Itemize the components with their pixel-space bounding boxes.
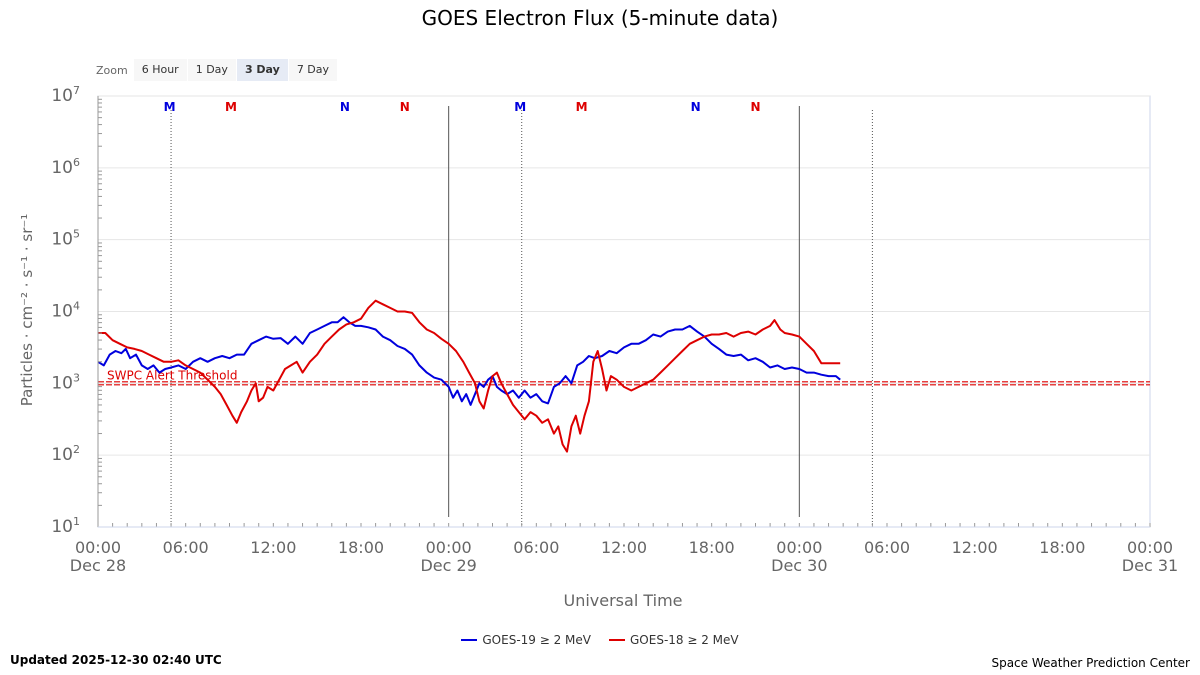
x-tick-label: 18:00 (338, 538, 384, 557)
updated-timestamp: Updated 2025-12-30 02:40 UTC (10, 653, 222, 667)
zoom-6-hour-button[interactable]: 6 Hour (133, 59, 187, 81)
marker-n-goes19: N (691, 100, 701, 114)
x-tick-label: 00:00 (1127, 538, 1173, 557)
marker-n-goes18: N (400, 100, 410, 114)
x-tick-label: 00:00 (75, 538, 121, 557)
grid (97, 95, 1151, 528)
y-tick-label: 106 (51, 156, 80, 178)
legend-label-goes18: GOES-18 ≥ 2 MeV (630, 633, 739, 647)
series-lines (97, 299, 841, 453)
zoom-bar: Zoom 6 Hour 1 Day 3 Day 7 Day (96, 59, 338, 81)
y-tick-label: 102 (51, 443, 80, 465)
marker-n-goes18: N (750, 100, 760, 114)
x-tick-label: 00:00 (776, 538, 822, 557)
x-tick-date-label: Dec 28 (70, 556, 126, 575)
marker-m-goes19: M (514, 100, 526, 114)
marker-m-goes19: M (164, 100, 176, 114)
zoom-7-day-button[interactable]: 7 Day (288, 59, 338, 81)
x-tick-label: 12:00 (952, 538, 998, 557)
x-tick-label: 00:00 (426, 538, 472, 557)
y-axis-title: Particles · cm⁻² · s⁻¹ · sr⁻¹ (18, 214, 36, 407)
marker-n-goes19: N (340, 100, 350, 114)
legend-swatch-goes18 (609, 639, 625, 641)
y-tick-label: 107 (51, 84, 80, 106)
x-axis-title: Universal Time (563, 591, 682, 610)
marker-m-goes18: M (576, 100, 588, 114)
credit-text: Space Weather Prediction Center (991, 656, 1190, 670)
alert-threshold: SWPC Alert Threshold (98, 368, 1150, 386)
legend-item-goes19[interactable]: GOES-19 ≥ 2 MeV (461, 633, 591, 647)
zoom-3-day-button[interactable]: 3 Day (236, 59, 288, 81)
y-tick-label: 105 (51, 228, 80, 250)
y-tick-label: 103 (51, 371, 80, 393)
x-tick-label: 12:00 (250, 538, 296, 557)
zoom-1-day-button[interactable]: 1 Day (187, 59, 236, 81)
x-tick-label: 12:00 (601, 538, 647, 557)
x-tick-label: 06:00 (513, 538, 559, 557)
chart-plot: SWPC Alert Threshold M M N N M M N N 101 102 103 1… (18, 84, 1178, 610)
x-tick-label: 18:00 (689, 538, 735, 557)
reference-lines (170, 106, 873, 527)
legend: GOES-19 ≥ 2 MeV GOES-18 ≥ 2 MeV (0, 633, 1200, 647)
x-tick-label: 18:00 (1039, 538, 1085, 557)
legend-swatch-goes19 (461, 639, 478, 641)
x-tick-date-label: Dec 29 (420, 556, 476, 575)
series-line-goes19 (97, 316, 841, 406)
x-tick-date-label: Dec 30 (771, 556, 827, 575)
x-tick-label: 06:00 (864, 538, 910, 557)
x-tick-label: 06:00 (163, 538, 209, 557)
y-tick-label: 101 (51, 515, 80, 537)
series-line-goes18 (98, 299, 841, 453)
zoom-label: Zoom (96, 63, 128, 77)
y-tick-label: 104 (51, 300, 80, 322)
legend-label-goes19: GOES-19 ≥ 2 MeV (482, 633, 591, 647)
legend-item-goes18[interactable]: GOES-18 ≥ 2 MeV (609, 633, 739, 647)
chart-title: GOES Electron Flux (5-minute data) (421, 6, 779, 30)
marker-m-goes18: M (225, 100, 237, 114)
x-tick-date-label: Dec 31 (1122, 556, 1178, 575)
threshold-label: SWPC Alert Threshold (107, 368, 237, 382)
